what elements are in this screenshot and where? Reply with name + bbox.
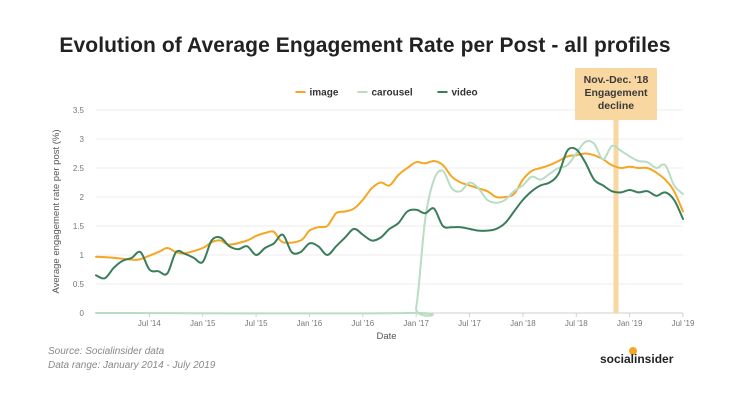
y-axis-title: Average engagement rate per post (%) bbox=[51, 129, 62, 293]
x-tick-label: Jan '17 bbox=[403, 319, 429, 328]
x-tick-label: Jul '19 bbox=[672, 319, 695, 328]
x-tick-label: Jul '17 bbox=[458, 319, 481, 328]
legend-label-image: image bbox=[310, 88, 339, 99]
y-tick-label: 3 bbox=[80, 135, 85, 144]
annotation-box bbox=[574, 68, 657, 120]
grid bbox=[96, 109, 683, 314]
y-tick-label: 1 bbox=[80, 251, 85, 260]
axes: 0 0.5 1 1.5 2 2.5 3 3.5 Jul '14 Jan '15 Jul '15 Jan… bbox=[51, 106, 695, 342]
chart-title: Evolution of Average Engagement Rate per… bbox=[59, 34, 671, 57]
brand-logo-dot bbox=[629, 347, 637, 355]
y-tick-label: 2 bbox=[80, 193, 85, 202]
x-tick-label: Jan '15 bbox=[190, 319, 216, 328]
series-line-image bbox=[95, 152, 684, 261]
legend: image carousel video bbox=[295, 88, 478, 99]
legend-label-carousel: carousel bbox=[372, 88, 413, 99]
x-tick-label: Jan '19 bbox=[617, 319, 643, 328]
series-line-carousel bbox=[95, 139, 684, 317]
y-tick-label: 0 bbox=[80, 309, 85, 318]
x-tick-label: Jul '14 bbox=[138, 319, 161, 328]
annotation-text: Engagement bbox=[584, 87, 648, 99]
y-tick-label: 2.5 bbox=[73, 164, 85, 173]
brand-logo: socialinsider bbox=[600, 352, 674, 366]
x-tick-label: Jul '18 bbox=[565, 319, 588, 328]
y-tick-label: 3.5 bbox=[73, 106, 85, 115]
x-axis-title: Date bbox=[376, 331, 396, 342]
annotation-band bbox=[613, 108, 619, 313]
series-lines bbox=[95, 139, 684, 317]
y-tick-label: 1.5 bbox=[73, 222, 85, 231]
annotation-text: decline bbox=[598, 100, 634, 112]
y-tick-label: 0.5 bbox=[73, 280, 85, 289]
series-line-video bbox=[95, 146, 684, 280]
x-tick-label: Jul '16 bbox=[351, 319, 374, 328]
annotation-text: Nov.-Dec. '18 bbox=[584, 74, 649, 86]
x-tick-label: Jan '16 bbox=[297, 319, 323, 328]
legend-label-video: video bbox=[452, 88, 478, 99]
x-tick-label: Jul '15 bbox=[245, 319, 268, 328]
x-tick-label: Jan '18 bbox=[510, 319, 536, 328]
data-range-note: Data range: January 2014 - July 2019 bbox=[48, 360, 216, 371]
source-note: Source: Socialinsider data bbox=[48, 346, 165, 357]
